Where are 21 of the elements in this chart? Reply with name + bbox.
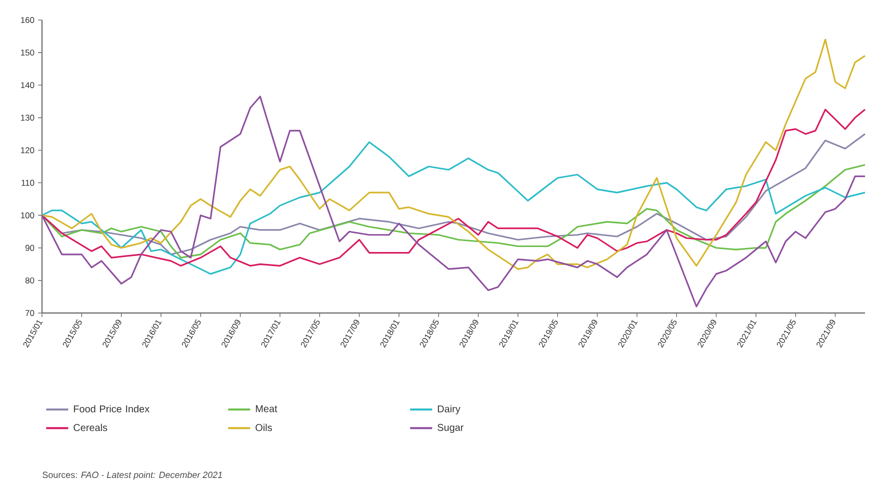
legend-label: Meat: [256, 405, 278, 412]
y-tick-label: 90: [25, 244, 34, 251]
line-series: [41, 38, 866, 270]
legend-label: Food Price Index: [74, 405, 150, 412]
line-series: [41, 108, 866, 267]
line-series: [41, 141, 866, 275]
line-series: [41, 96, 866, 308]
y-tick-label: 150: [21, 50, 34, 56]
y-tick-label: 70: [26, 310, 34, 316]
y-tick-label: 130: [21, 114, 34, 121]
y-tick-label: 140: [21, 82, 34, 88]
y-tick-label: 110: [22, 180, 34, 186]
y-tick-label: 100: [21, 212, 34, 218]
y-tick-label: 80: [25, 277, 34, 284]
legend-label: Oils: [256, 424, 272, 432]
legend-label: Cereals: [74, 424, 108, 432]
legend-label: Sugar: [438, 424, 464, 433]
y-tick-label: 120: [21, 147, 34, 154]
legend-label: Dairy: [438, 405, 460, 414]
y-tick-label: 160: [21, 17, 34, 23]
source-note: Sources: FAO - Latest point: December 2021: [42, 471, 222, 480]
